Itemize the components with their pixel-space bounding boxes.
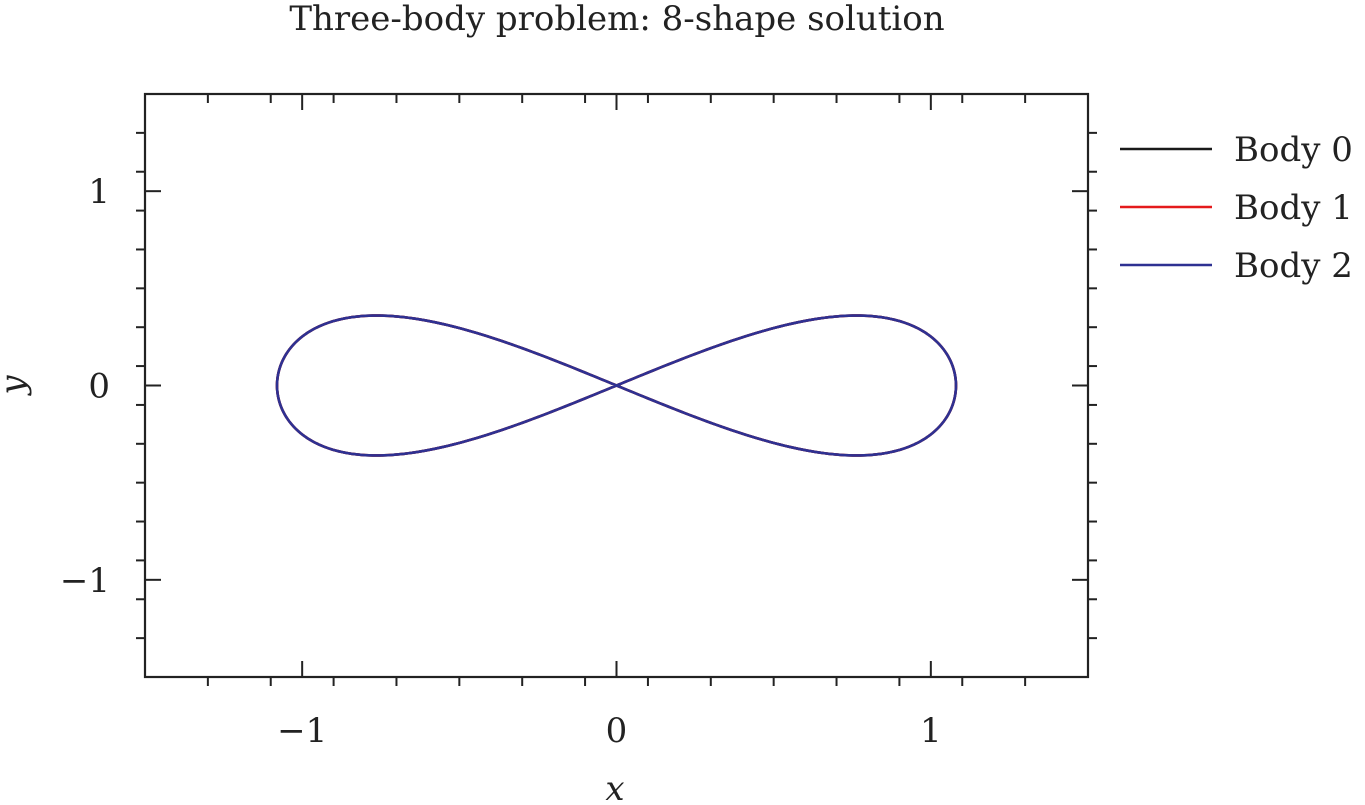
x-tick-label: −1: [277, 711, 327, 751]
legend-label-body-1: Body 1: [1234, 188, 1353, 228]
legend-label-body-2: Body 2: [1234, 246, 1353, 286]
x-tick-label: 0: [606, 711, 628, 751]
minor-ticks: [136, 94, 1097, 686]
series-line-body-2: [275, 314, 958, 457]
y-tick-label: 0: [88, 367, 110, 407]
y-tick-label: −1: [60, 561, 110, 601]
series-lines: [275, 314, 958, 457]
y-tick-labels: −1 0 1: [60, 172, 110, 601]
x-tick-label: 1: [920, 711, 942, 751]
y-axis-label: y: [0, 375, 33, 397]
legend-label-body-0: Body 0: [1234, 130, 1353, 170]
y-tick-label: 1: [88, 172, 110, 212]
major-ticks: [145, 94, 1088, 677]
chart-title: Three-body problem: 8-shape solution: [289, 0, 944, 39]
legend: Body 0 Body 1 Body 2: [1120, 130, 1353, 286]
x-tick-labels: −1 0 1: [277, 711, 942, 751]
x-axis-label: x: [605, 769, 624, 805]
